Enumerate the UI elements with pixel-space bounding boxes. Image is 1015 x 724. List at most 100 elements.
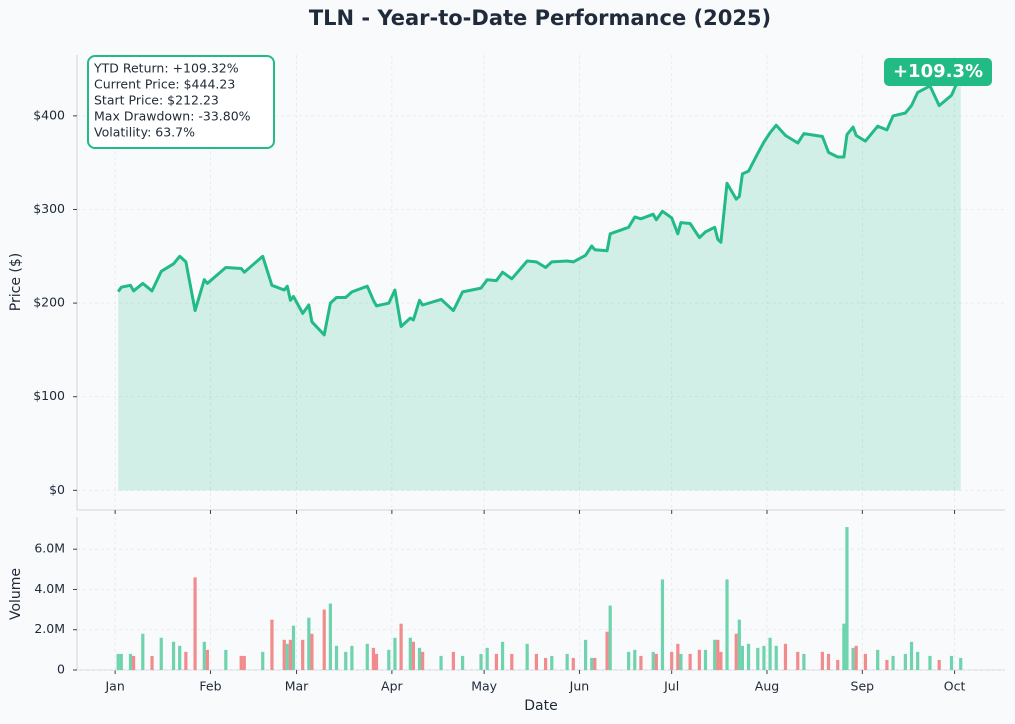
volume-bar xyxy=(500,641,505,670)
volume-bar xyxy=(417,647,422,670)
volume-bar xyxy=(639,655,643,670)
price-line xyxy=(116,73,963,337)
chart-title: TLN - Year-to-Date Performance (2025) xyxy=(309,6,771,30)
x-tick-label: Oct xyxy=(944,679,966,694)
volume-bar xyxy=(534,653,538,670)
volume-bar xyxy=(737,619,741,670)
volume-bar xyxy=(928,655,932,670)
volume-bar xyxy=(670,651,674,670)
volume-bar xyxy=(679,653,683,670)
volume-bar xyxy=(916,651,920,670)
y-tick-label: $300 xyxy=(33,201,65,216)
stats-line: Max Drawdown: -33.80% xyxy=(94,109,251,124)
volume-bar xyxy=(768,637,772,670)
volume-bar xyxy=(633,649,637,670)
volume-bar xyxy=(344,651,348,670)
volume-bar xyxy=(374,653,379,670)
volume-bar xyxy=(719,651,723,670)
volume-bar xyxy=(270,619,274,670)
volume-bar xyxy=(184,651,188,670)
volume-bar xyxy=(891,655,895,670)
volume-bar xyxy=(688,653,692,670)
stats-line: Current Price: $444.23 xyxy=(94,77,235,92)
volume-bar xyxy=(909,641,914,670)
volume-bar xyxy=(322,609,326,670)
volume-bar xyxy=(605,631,609,670)
badge-text: +109.3% xyxy=(893,61,983,82)
volume-bar xyxy=(796,651,800,670)
volume-bar xyxy=(205,649,209,670)
volume-bar xyxy=(479,653,483,670)
price-y-label: Price ($) xyxy=(8,253,24,311)
volume-bar xyxy=(116,653,120,670)
volume-bar xyxy=(565,653,569,670)
volume-bar xyxy=(328,603,332,670)
volume-bar xyxy=(150,655,154,670)
volume-bar xyxy=(411,641,415,670)
volume-bar xyxy=(842,623,846,670)
volume-bar xyxy=(959,657,963,670)
x-tick-label: Jan xyxy=(104,679,124,694)
x-tick-label: Mar xyxy=(285,679,309,694)
volume-bar xyxy=(224,649,228,670)
y-tick-label: $0 xyxy=(49,482,65,497)
stats-line: YTD Return: +109.32% xyxy=(93,61,239,76)
y-tick-label: 0 xyxy=(57,662,65,677)
volume-bar xyxy=(307,617,311,670)
volume-bar xyxy=(740,645,745,670)
volume-bar xyxy=(485,647,489,670)
volume-bar xyxy=(291,625,296,670)
volume-bar xyxy=(460,655,465,670)
volume-bar xyxy=(836,659,840,670)
volume-bar xyxy=(421,651,425,670)
volume-bar xyxy=(863,653,868,670)
volume-bar xyxy=(774,645,778,670)
volume-bar xyxy=(654,653,658,670)
volume-bar xyxy=(590,657,594,670)
y-tick-label: 2.0M xyxy=(34,621,65,636)
x-tick-label: Sep xyxy=(851,679,875,694)
volume-bar xyxy=(141,633,145,670)
x-tick-label: Feb xyxy=(199,679,221,694)
volume-bar xyxy=(746,643,751,670)
y-tick-label: $200 xyxy=(33,295,65,310)
volume-bar xyxy=(350,645,354,670)
volume-y-label: Volume xyxy=(8,568,24,620)
x-tick-label: Apr xyxy=(381,679,403,694)
volume-bar xyxy=(242,655,246,670)
volume-bar xyxy=(261,651,265,670)
volume-bar xyxy=(119,653,123,670)
volume-bar xyxy=(525,643,529,670)
volume-bar xyxy=(451,651,455,670)
volume-bar xyxy=(703,649,708,670)
volume-bar xyxy=(725,579,729,670)
stats-line: Volatility: 63.7% xyxy=(94,125,195,140)
x-tick-label: Aug xyxy=(755,679,779,694)
badge-box xyxy=(884,58,992,86)
volume-bar xyxy=(178,645,182,670)
volume-bar xyxy=(393,637,397,670)
volume-bar xyxy=(826,653,831,670)
volume-bar xyxy=(301,639,305,670)
volume-bar xyxy=(439,655,443,670)
volume-bar xyxy=(571,657,575,670)
volume-bar xyxy=(783,643,788,670)
x-tick-label: Jul xyxy=(663,679,679,694)
volume-bar xyxy=(676,643,680,670)
volume-bar xyxy=(937,659,941,670)
stats-box xyxy=(87,55,275,149)
volume-bar xyxy=(716,639,720,670)
volume-bar xyxy=(949,655,954,670)
y-tick-label: 4.0M xyxy=(34,581,65,596)
volume-bar xyxy=(845,527,849,670)
volume-bar xyxy=(697,649,701,670)
stats-line: Start Price: $212.23 xyxy=(94,93,219,108)
y-tick-label: $400 xyxy=(33,107,65,122)
volume-bar xyxy=(734,633,738,670)
volume-bar xyxy=(550,655,554,670)
volume-bar xyxy=(713,639,717,670)
volume-bar xyxy=(544,657,548,670)
volume-bar xyxy=(756,647,760,670)
volume-bar xyxy=(851,647,855,670)
volume-bar xyxy=(288,639,292,670)
